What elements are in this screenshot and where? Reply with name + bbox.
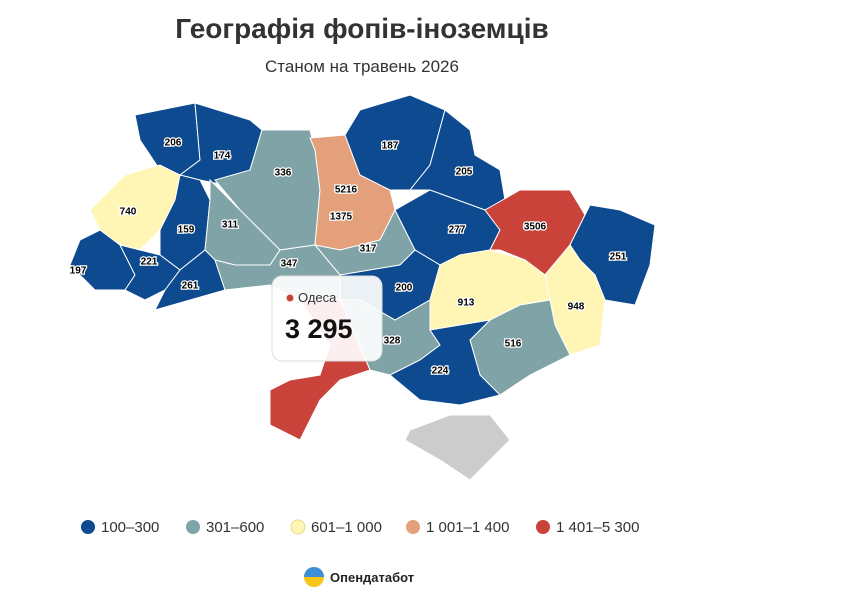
- region-value-label: 516: [505, 339, 522, 350]
- region-value-label: 200: [396, 283, 413, 294]
- region-value-label: 206: [165, 138, 182, 149]
- region-value-label: 311: [222, 220, 239, 231]
- region: [389, 319, 501, 406]
- tooltip-value: 3 295: [285, 314, 353, 344]
- region-value-label: 740: [120, 207, 137, 218]
- region-value-label: 347: [281, 259, 298, 270]
- legend-label: 301–600: [206, 519, 264, 536]
- region-value-label: 187: [382, 141, 399, 152]
- region-value-label: 3506: [524, 222, 547, 233]
- region-value-label: 913: [458, 298, 475, 309]
- region-value-label: 205: [456, 167, 473, 178]
- legend-label: 601–1 000: [311, 519, 382, 536]
- region-value-label: 277: [449, 225, 466, 236]
- title: Географія фопів-іноземців: [175, 13, 548, 44]
- region-value-label: 251: [610, 252, 627, 263]
- legend-swatch: [186, 520, 200, 534]
- region-value-label: 261: [182, 281, 199, 292]
- region-value-label: 159: [178, 225, 195, 236]
- tooltip: Одеса 3 295: [271, 275, 383, 362]
- subtitle: Станом на травень 2026: [265, 57, 459, 76]
- legend: 100–300 301–600 601–1 000 1 001–1 400 1 401–…: [81, 519, 639, 536]
- region-value-label: 197: [70, 266, 87, 277]
- crimea: [404, 414, 511, 481]
- region-value-label: 317: [360, 244, 377, 255]
- tooltip-name: Одеса: [298, 290, 337, 305]
- region-value-label: 221: [141, 257, 158, 268]
- tooltip-dot: [286, 294, 294, 302]
- region-value-label: 1375: [330, 212, 353, 223]
- legend-label: 100–300: [101, 519, 159, 536]
- legend-swatch: [536, 520, 550, 534]
- legend-swatch: [290, 519, 306, 535]
- region-value-label: 5216: [335, 185, 358, 196]
- brand-icon-top: [304, 567, 324, 577]
- brand-name: Опендатабот: [330, 570, 414, 585]
- region-value-label: 328: [384, 336, 401, 347]
- brand: Опендатабот: [304, 567, 414, 587]
- legend-label: 1 001–1 400: [426, 519, 509, 536]
- region-value-label: 224: [432, 366, 449, 377]
- tooltip-box: [271, 275, 383, 362]
- region-value-label: 174: [214, 151, 231, 162]
- legend-label: 1 401–5 300: [556, 519, 639, 536]
- legend-swatch: [406, 520, 420, 534]
- region-value-label: 336: [275, 168, 292, 179]
- region-value-label: 948: [568, 302, 585, 313]
- legend-swatch: [81, 520, 95, 534]
